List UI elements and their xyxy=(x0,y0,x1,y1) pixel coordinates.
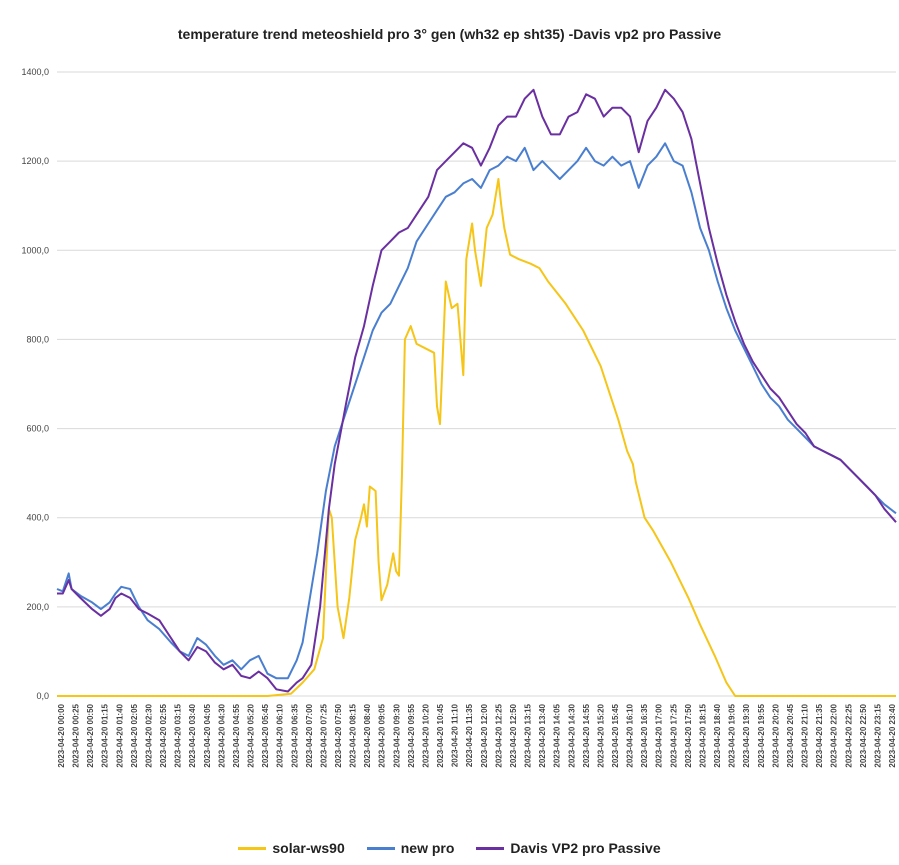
legend-item: solar-ws90 xyxy=(238,840,345,856)
x-tick-label: 2023-04-20 17:50 xyxy=(684,703,693,767)
x-tick-label: 2023-04-20 12:00 xyxy=(480,703,489,767)
x-tick-label: 2023-04-20 21:10 xyxy=(801,703,810,767)
series-line-solar-ws90 xyxy=(57,178,896,697)
x-tick-label: 2023-04-20 04:05 xyxy=(203,703,212,767)
x-tick-label: 2023-04-20 05:45 xyxy=(261,703,270,767)
y-tick-label: 200,0 xyxy=(26,602,49,612)
x-tick-label: 2023-04-20 22:00 xyxy=(830,703,839,767)
x-tick-label: 2023-04-20 08:15 xyxy=(349,703,358,767)
x-tick-label: 2023-04-20 21:35 xyxy=(815,703,824,767)
x-tick-label: 2023-04-20 20:20 xyxy=(771,703,780,767)
legend-item: Davis VP2 pro Passive xyxy=(476,840,661,856)
x-tick-label: 2023-04-20 04:55 xyxy=(232,703,241,767)
legend-label: Davis VP2 pro Passive xyxy=(510,840,661,856)
x-tick-label: 2023-04-20 09:55 xyxy=(407,703,416,767)
x-tick-label: 2023-04-20 16:35 xyxy=(640,703,649,767)
x-tick-label: 2023-04-20 08:40 xyxy=(363,703,372,767)
x-tick-label: 2023-04-20 03:40 xyxy=(188,703,197,767)
x-tick-label: 2023-04-20 23:15 xyxy=(873,703,882,767)
x-tick-label: 2023-04-20 02:55 xyxy=(159,703,168,767)
y-axis-tick-labels: 0,0 200,0 400,0 600,0 800,0 1000,0 1200,0 1400,… xyxy=(21,67,49,701)
gridlines xyxy=(57,71,896,697)
x-tick-label: 2023-04-20 01:15 xyxy=(101,703,110,767)
x-tick-label: 2023-04-20 20:45 xyxy=(786,703,795,767)
x-tick-label: 2023-04-20 22:50 xyxy=(859,703,868,767)
x-tick-label: 2023-04-20 06:10 xyxy=(276,703,285,767)
y-tick-label: 400,0 xyxy=(26,513,49,523)
x-tick-label: 2023-04-20 15:45 xyxy=(611,703,620,767)
y-tick-label: 1200,0 xyxy=(21,156,49,166)
chart-title: temperature trend meteoshield pro 3° gen… xyxy=(177,26,722,42)
y-tick-label: 0,0 xyxy=(36,691,49,701)
legend-swatch xyxy=(366,846,395,850)
x-tick-label: 2023-04-20 06:35 xyxy=(290,703,299,767)
y-tick-label: 800,0 xyxy=(26,334,49,344)
x-tick-label: 2023-04-20 02:30 xyxy=(144,703,153,767)
x-tick-label: 2023-04-20 10:20 xyxy=(421,703,430,767)
x-tick-label: 2023-04-20 23:40 xyxy=(888,703,897,767)
x-tick-label: 2023-04-20 04:30 xyxy=(217,703,226,767)
x-tick-label: 2023-04-20 13:15 xyxy=(524,703,533,767)
x-tick-label: 2023-04-20 01:40 xyxy=(115,703,124,767)
x-tick-label: 2023-04-20 03:15 xyxy=(174,703,183,767)
x-tick-label: 2023-04-20 07:25 xyxy=(319,703,328,767)
x-tick-label: 2023-04-20 09:30 xyxy=(392,703,401,767)
x-tick-label: 2023-04-20 07:00 xyxy=(305,703,314,767)
x-tick-label: 2023-04-20 14:30 xyxy=(567,703,576,767)
x-tick-label: 2023-04-20 07:50 xyxy=(334,703,343,767)
x-tick-label: 2023-04-20 17:25 xyxy=(669,703,678,767)
x-tick-label: 2023-04-20 18:15 xyxy=(698,703,707,767)
legend-swatch xyxy=(238,846,267,850)
legend-label: solar-ws90 xyxy=(272,840,345,856)
x-tick-label: 2023-04-20 18:40 xyxy=(713,703,722,767)
legend: solar-ws90 new pro Davis VP2 pro Passive xyxy=(0,840,899,856)
x-tick-label: 2023-04-20 11:10 xyxy=(451,703,460,767)
x-tick-label: 2023-04-20 13:40 xyxy=(538,703,547,767)
x-axis-tick-labels: 2023-04-20 00:00 2023-04-20 00:25 2023-04-… xyxy=(57,703,897,767)
y-tick-label: 1400,0 xyxy=(21,67,49,77)
x-tick-label: 2023-04-20 00:25 xyxy=(72,703,81,767)
x-tick-label: 2023-04-20 14:55 xyxy=(582,703,591,767)
x-tick-label: 2023-04-20 19:55 xyxy=(757,703,766,767)
x-tick-label: 2023-04-20 15:20 xyxy=(596,703,605,767)
x-tick-label: 2023-04-20 22:25 xyxy=(844,703,853,767)
legend-label: new pro xyxy=(400,840,455,856)
y-tick-label: 600,0 xyxy=(26,424,49,434)
x-tick-label: 2023-04-20 17:00 xyxy=(655,703,664,767)
x-tick-label: 2023-04-20 19:05 xyxy=(728,703,737,767)
x-tick-label: 2023-04-20 10:45 xyxy=(436,703,445,767)
legend-swatch xyxy=(476,846,505,850)
x-tick-label: 2023-04-20 05:20 xyxy=(247,703,256,767)
x-tick-label: 2023-04-20 02:05 xyxy=(130,703,139,767)
x-tick-label: 2023-04-20 12:50 xyxy=(509,703,518,767)
legend-item: new pro xyxy=(366,840,455,856)
x-tick-label: 2023-04-20 12:25 xyxy=(494,703,503,767)
x-tick-label: 2023-04-20 16:10 xyxy=(626,703,635,767)
x-tick-label: 2023-04-20 00:00 xyxy=(57,703,66,767)
x-tick-label: 2023-04-20 00:50 xyxy=(86,703,95,767)
series-line-davis-vp2-pro-passive xyxy=(57,88,897,693)
series-lines xyxy=(56,88,897,697)
x-tick-label: 2023-04-20 09:05 xyxy=(378,703,387,767)
series-line-new-pro xyxy=(56,142,897,680)
x-tick-label: 2023-04-20 14:05 xyxy=(553,703,562,767)
y-tick-label: 1000,0 xyxy=(21,245,49,255)
x-tick-label: 2023-04-20 19:30 xyxy=(742,703,751,767)
x-tick-label: 2023-04-20 11:35 xyxy=(465,703,474,767)
